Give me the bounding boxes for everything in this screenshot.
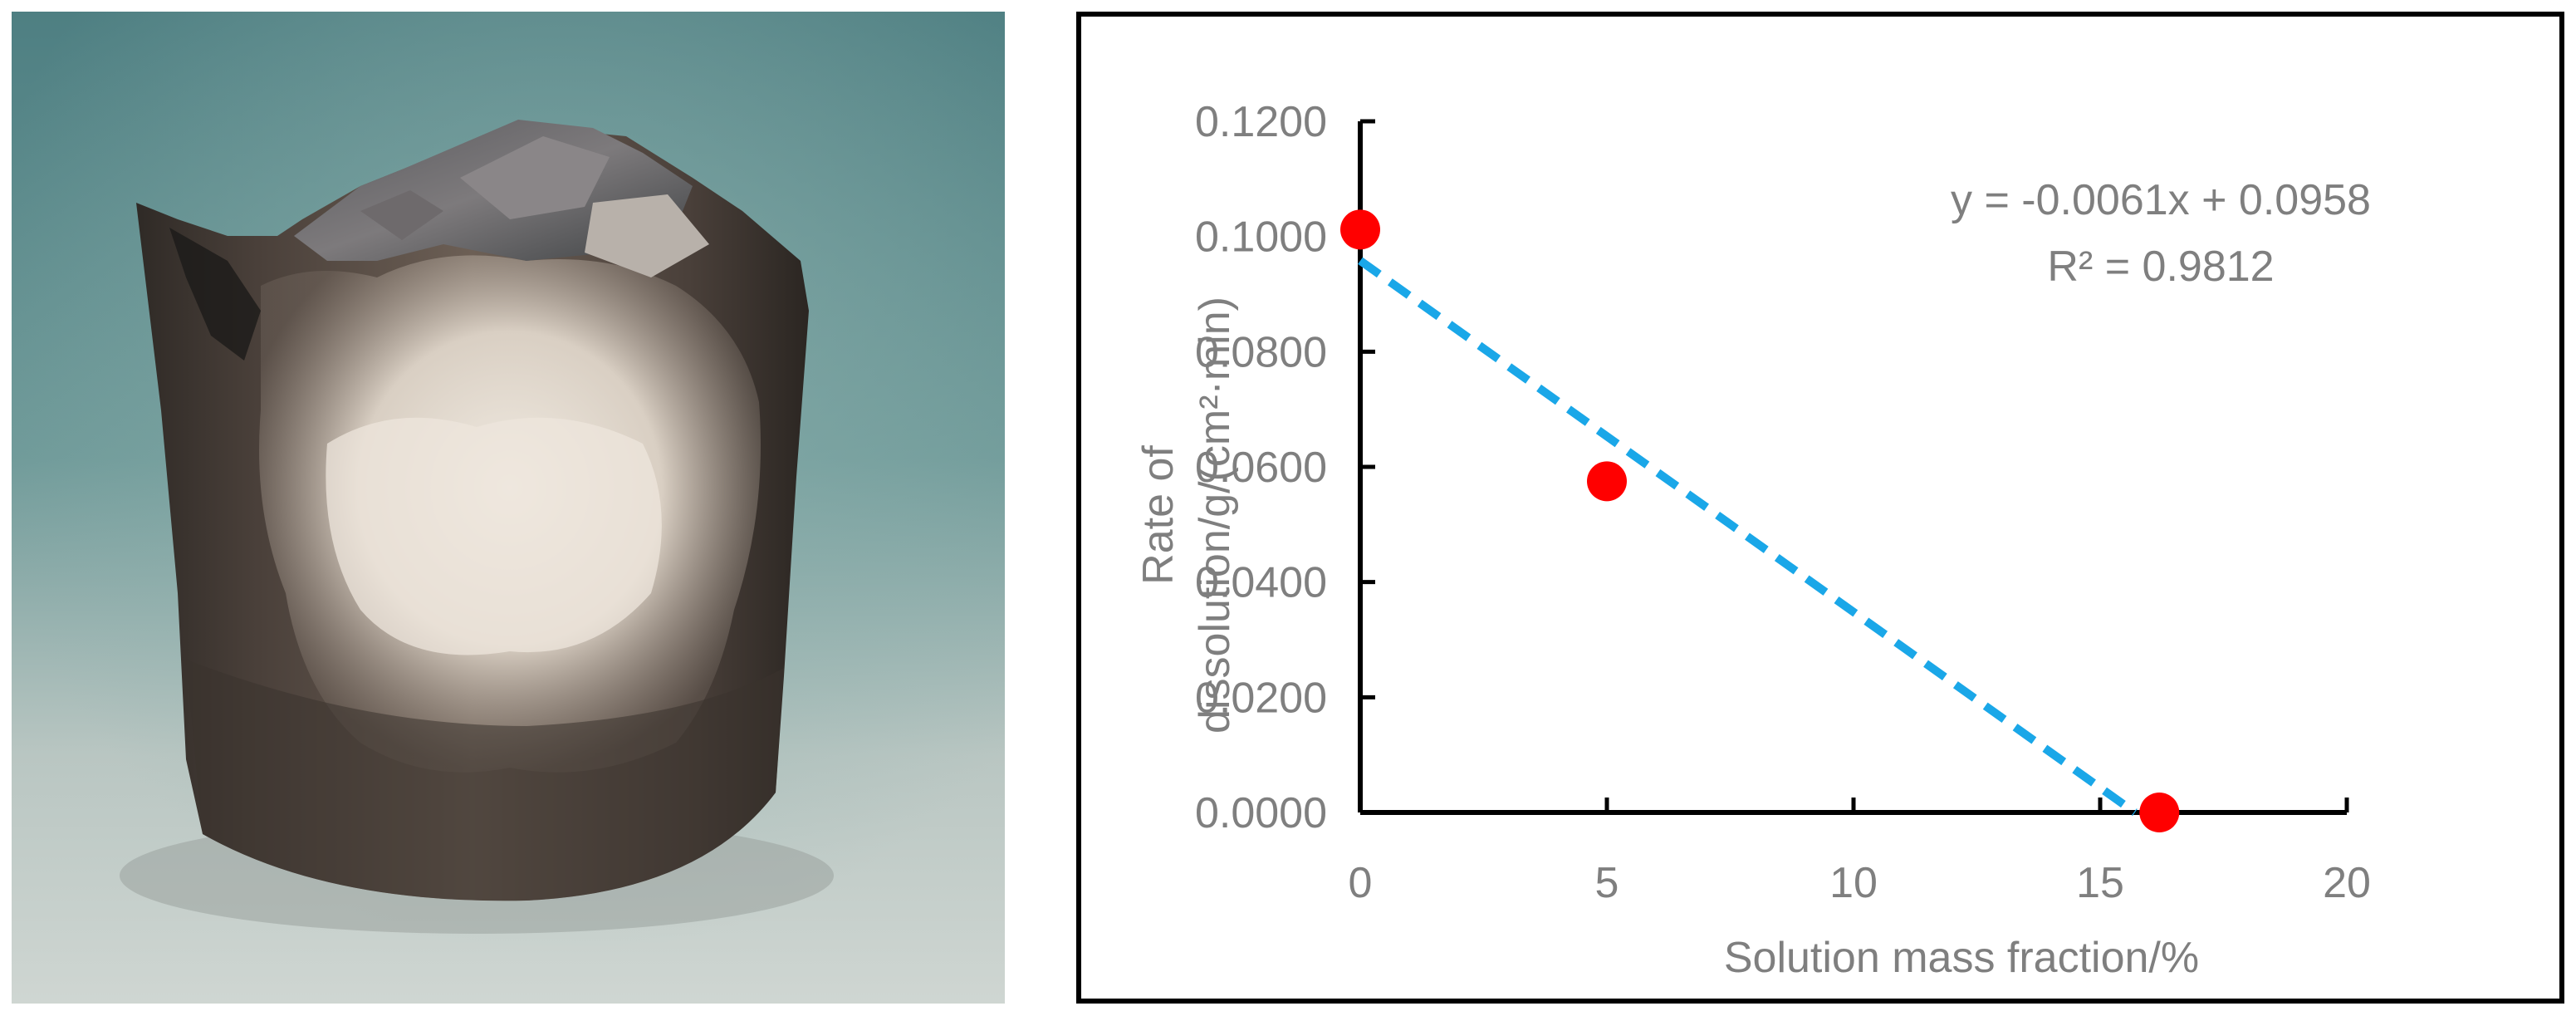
core-sample-photo bbox=[12, 12, 1005, 1004]
axes: 0.0000 0.0200 0.0400 0.0600 0.0800 0.1000 0.12… bbox=[1195, 98, 2371, 907]
data-point bbox=[2139, 793, 2180, 832]
y-tick-label: 0.0600 bbox=[1195, 444, 1327, 492]
y-axis-label-line-2: dissolution/g/(cm²·min) bbox=[1191, 297, 1239, 734]
r-squared-label: R² = 0.9812 bbox=[2047, 243, 2274, 291]
chart-panel: 0.0000 0.0200 0.0400 0.0600 0.0800 0.1000 0.12… bbox=[1076, 12, 2564, 1004]
y-tick-label: 0.1200 bbox=[1195, 98, 1327, 146]
y-tick-label: 0.0000 bbox=[1195, 789, 1327, 837]
y-tick-label: 0.0200 bbox=[1195, 674, 1327, 722]
data-point bbox=[1587, 461, 1627, 502]
x-tick-label: 10 bbox=[1829, 859, 1878, 907]
x-tick-label: 5 bbox=[1595, 859, 1619, 907]
dissolution-rate-chart: 0.0000 0.0200 0.0400 0.0600 0.0800 0.1000 0.12… bbox=[1134, 98, 2371, 982]
trendline-equation: y = -0.0061x + 0.0958 bbox=[1951, 176, 2371, 224]
y-axis-label-line-1: Rate of bbox=[1134, 445, 1183, 585]
x-axis-label: Solution mass fraction/% bbox=[1724, 934, 2199, 982]
trendline-layer bbox=[1358, 257, 2138, 817]
y-tick-label: 0.1000 bbox=[1195, 214, 1327, 262]
data-points bbox=[1340, 209, 2180, 832]
y-tick-label: 0.0800 bbox=[1195, 328, 1327, 376]
x-tick-label: 20 bbox=[2323, 859, 2371, 907]
data-point bbox=[1340, 209, 1380, 250]
y-tick-label: 0.0400 bbox=[1195, 559, 1327, 607]
x-tick-label: 15 bbox=[2076, 859, 2124, 907]
linear-trendline bbox=[1358, 257, 2138, 817]
x-tick-label: 0 bbox=[1349, 859, 1373, 907]
